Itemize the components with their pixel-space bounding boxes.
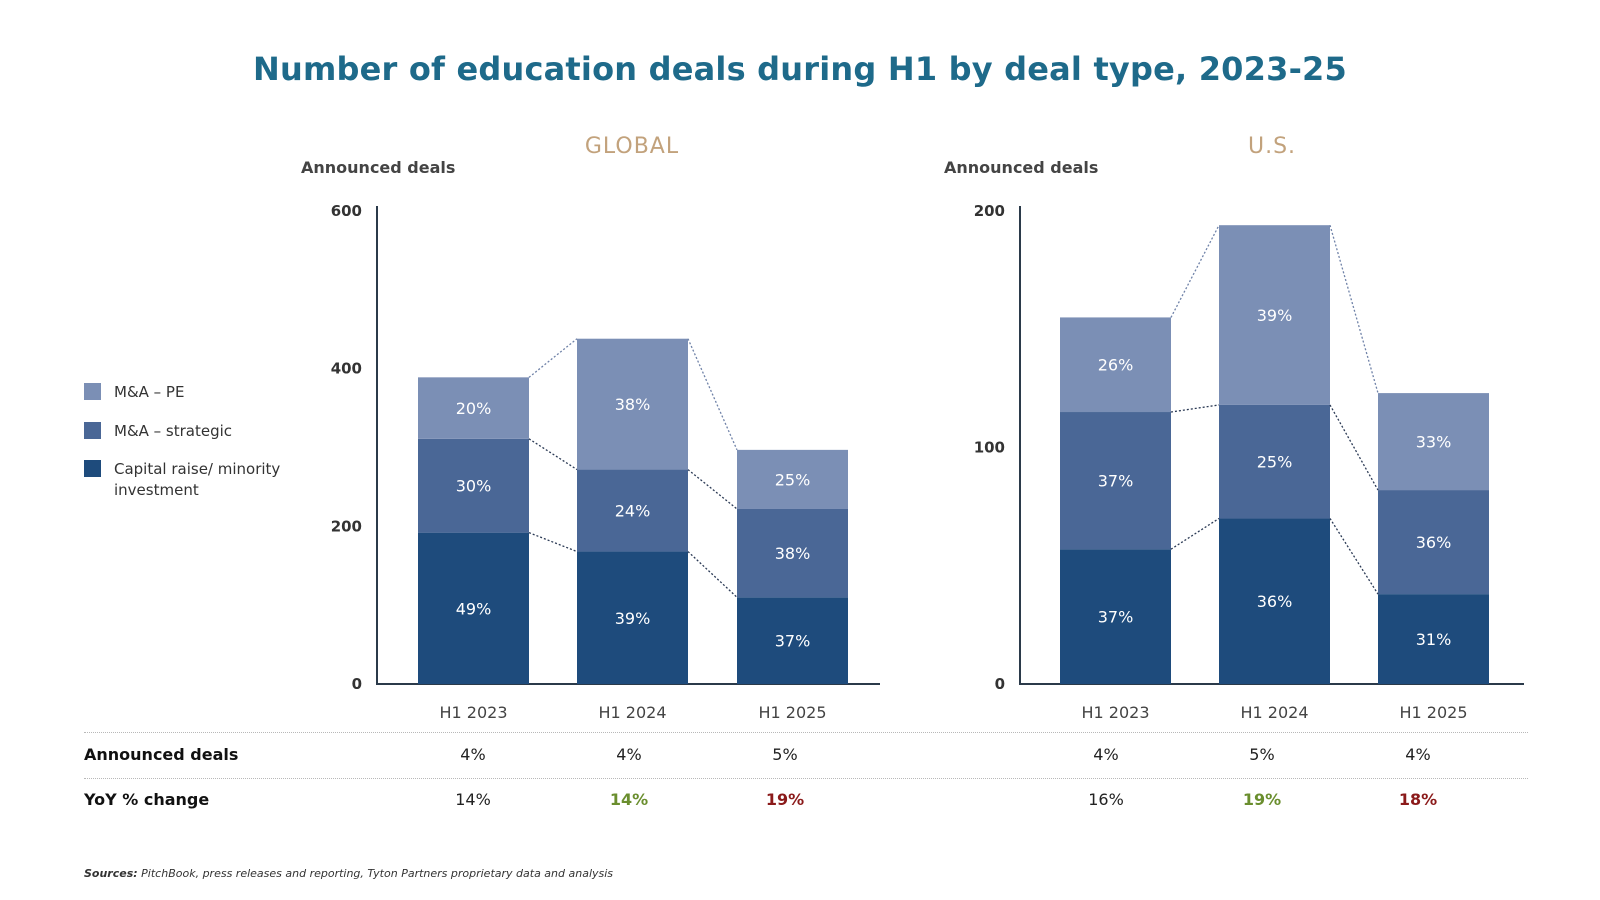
chart-title: Number of education deals during H1 by d… <box>253 50 1347 88</box>
global-x-tick-label: H1 2025 <box>758 703 826 722</box>
global-connector-line <box>528 438 578 471</box>
global-bar-label: 38% <box>615 395 651 414</box>
u-s-y-tick-label: 200 <box>974 202 1005 220</box>
u-s-bar-label: 26% <box>1098 356 1134 375</box>
u-s-bar-m-a-strategic-h1-2023 <box>1060 412 1171 550</box>
u-s-bar-label: 31% <box>1416 630 1452 649</box>
global-y-tick-label: 200 <box>331 517 362 535</box>
source-note: Sources: PitchBook, press releases and r… <box>84 867 613 880</box>
global-connector-line <box>687 338 738 451</box>
u-s-connector-line <box>1329 404 1379 491</box>
u-s-bar-capital-raise-minority-investment-h1-2024 <box>1219 518 1330 684</box>
legend-label-ma-strategic: M&A – strategic <box>114 422 233 440</box>
u-s-panel-title: U.S. <box>1248 134 1296 159</box>
legend-item-ma-strategic: M&A – strategic <box>84 421 289 442</box>
global-y-tick-label: 600 <box>331 202 362 220</box>
global-bar-label: 37% <box>775 632 811 651</box>
global-connector-line <box>687 469 738 510</box>
global-bar-m-a-strategic-h1-2024 <box>577 469 688 552</box>
u-s-bar-label: 36% <box>1257 592 1293 611</box>
global-bar-label: 30% <box>456 477 492 496</box>
global-bar-label: 20% <box>456 399 492 418</box>
global-y-tick-label: 0 <box>352 675 362 693</box>
global-connector-line <box>528 338 578 378</box>
legend-item-ma-pe: M&A – PE <box>84 382 289 403</box>
global-connector-line <box>687 551 738 598</box>
legend-swatch-ma-pe <box>84 383 101 400</box>
global-bar-label: 25% <box>775 470 811 489</box>
source-text: PitchBook, press releases and reporting,… <box>141 867 614 880</box>
global-bar-capital-raise-minority-investment-h1-2023 <box>418 532 529 684</box>
global-bar-label: 38% <box>775 544 811 563</box>
global-bar-m-a-pe-h1-2025 <box>737 449 848 509</box>
u-s-bar-m-a-pe-h1-2023 <box>1060 317 1171 413</box>
u-s-bar-m-a-strategic-h1-2024 <box>1219 404 1330 519</box>
global-bar-m-a-pe-h1-2024 <box>577 338 688 470</box>
u-s-y-tick-label: 0 <box>995 675 1005 693</box>
u-s-bar-m-a-strategic-h1-2025 <box>1378 490 1489 595</box>
global-x-tick-label: H1 2024 <box>598 703 666 722</box>
u-s-x-tick-label: H1 2025 <box>1399 703 1467 722</box>
u-s-bar-label: 39% <box>1257 306 1293 325</box>
global-x-tick-label: H1 2023 <box>439 703 507 722</box>
u-s-bar-label: 25% <box>1257 453 1293 472</box>
u-s-bar-m-a-pe-h1-2024 <box>1219 225 1330 405</box>
legend-label-capital-raise: Capital raise/ minority investment <box>114 460 281 499</box>
u-s-connector-line <box>1170 517 1220 550</box>
global-bar-label: 49% <box>456 599 492 618</box>
u-s-connector-line <box>1329 518 1379 595</box>
u-s-bar-capital-raise-minority-investment-h1-2025 <box>1378 594 1489 684</box>
u-s-bar-label: 37% <box>1098 472 1134 491</box>
legend-swatch-ma-strategic <box>84 422 101 439</box>
u-s-x-tick-label: H1 2023 <box>1081 703 1149 722</box>
legend-swatch-capital-raise <box>84 460 101 477</box>
global-bar-m-a-pe-h1-2023 <box>418 377 529 439</box>
source-prefix: Sources: <box>84 867 138 880</box>
global-bar-capital-raise-minority-investment-h1-2024 <box>577 551 688 684</box>
global-y-tick-label: 400 <box>331 360 362 378</box>
u-s-x-tick-label: H1 2024 <box>1240 703 1308 722</box>
global-y-axis-label: Announced deals <box>301 158 455 177</box>
global-connector-line <box>528 532 578 553</box>
u-s-bar-label: 36% <box>1416 533 1452 552</box>
u-s-bar-label: 37% <box>1098 608 1134 627</box>
global-bar-capital-raise-minority-investment-h1-2025 <box>737 597 848 684</box>
u-s-connector-line <box>1170 404 1220 413</box>
u-s-bar-capital-raise-minority-investment-h1-2023 <box>1060 549 1171 684</box>
global-bar-m-a-strategic-h1-2025 <box>737 508 848 598</box>
legend-item-capital-raise: Capital raise/ minority investment <box>84 459 289 501</box>
global-bar-label: 39% <box>615 609 651 628</box>
u-s-connector-line <box>1170 224 1220 318</box>
u-s-y-tick-label: 100 <box>974 439 1005 457</box>
u-s-bar-label: 33% <box>1416 433 1452 452</box>
legend-label-ma-pe: M&A – PE <box>114 383 185 401</box>
global-bar-m-a-strategic-h1-2023 <box>418 438 529 533</box>
u-s-y-axis-label: Announced deals <box>944 158 1098 177</box>
u-s-bar-m-a-pe-h1-2025 <box>1378 393 1489 491</box>
global-panel-title: GLOBAL <box>585 134 679 159</box>
u-s-connector-line <box>1329 225 1379 394</box>
global-bar-label: 24% <box>615 502 651 521</box>
